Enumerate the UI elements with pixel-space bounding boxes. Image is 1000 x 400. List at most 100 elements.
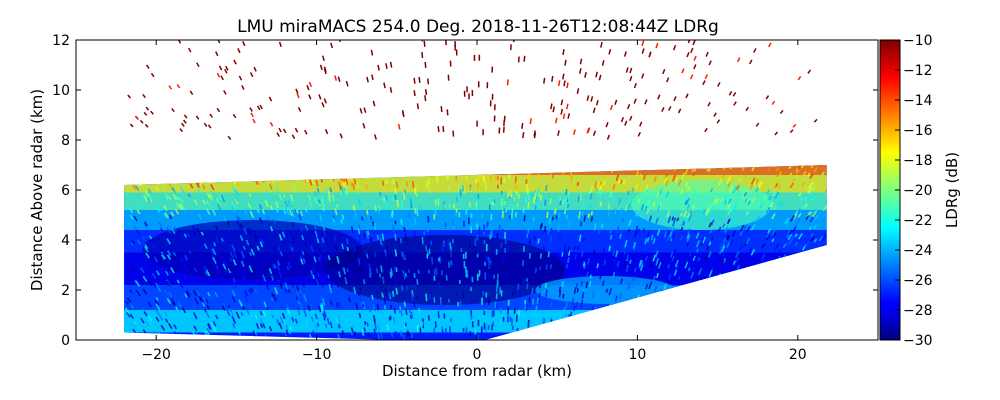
speckle <box>736 189 741 195</box>
speckle <box>537 238 540 244</box>
y-tick-label: 10 <box>52 83 70 99</box>
speckle <box>578 211 581 219</box>
speckle <box>129 313 135 320</box>
speckle <box>727 198 732 204</box>
echo-dash <box>736 57 741 63</box>
speckle <box>809 189 816 196</box>
speckle <box>147 188 152 193</box>
echo-dash <box>579 58 583 65</box>
speckle <box>286 209 290 216</box>
speckle <box>627 281 631 290</box>
speckle <box>379 237 383 245</box>
speckle <box>471 276 474 283</box>
speckle <box>350 182 354 188</box>
speckle <box>363 327 366 332</box>
speckle <box>488 257 491 264</box>
speckle <box>360 302 363 307</box>
speckle <box>289 325 293 331</box>
speckle <box>620 179 623 185</box>
speckle <box>543 246 546 252</box>
speckle <box>235 324 240 333</box>
speckle <box>777 184 782 189</box>
speckle <box>623 250 627 256</box>
speckle <box>158 309 164 316</box>
echo-dash <box>306 85 310 91</box>
echo-dash <box>601 60 605 66</box>
speckle <box>294 318 298 324</box>
speckle <box>588 190 591 194</box>
echo-dash <box>685 93 689 99</box>
speckle <box>726 241 731 248</box>
speckle <box>154 308 160 315</box>
echo-dash <box>624 120 628 126</box>
echo-dash <box>704 74 709 80</box>
speckle <box>294 209 298 215</box>
speckle <box>206 260 211 268</box>
speckle <box>433 269 436 277</box>
speckle <box>644 238 648 245</box>
speckle <box>419 327 422 333</box>
speckle <box>452 221 455 226</box>
speckle <box>773 231 777 237</box>
speckle <box>627 253 631 260</box>
speckle <box>434 199 437 207</box>
speckle <box>374 273 378 278</box>
speckle <box>395 181 399 189</box>
speckle <box>381 233 385 241</box>
speckle <box>161 254 166 260</box>
speckle <box>637 198 641 204</box>
speckle <box>515 314 518 323</box>
speckle <box>275 206 279 213</box>
echo-dash <box>728 91 733 96</box>
speckle <box>567 246 570 253</box>
x-tick-label: 20 <box>789 347 807 363</box>
speckle <box>509 244 512 250</box>
speckle <box>476 223 479 229</box>
speckle <box>249 251 253 257</box>
speckle <box>449 180 451 186</box>
echo-dash <box>641 40 645 47</box>
speckle <box>483 310 486 316</box>
speckle <box>572 184 576 190</box>
speckle <box>582 237 586 242</box>
echo-dash <box>179 128 184 133</box>
colorbar-label: LDRg (dB) <box>943 152 961 228</box>
speckle <box>468 217 470 225</box>
speckle <box>711 268 717 277</box>
speckle <box>283 193 286 198</box>
speckle <box>729 236 734 243</box>
speckle <box>314 323 319 331</box>
speckle <box>389 252 393 259</box>
speckle <box>377 323 381 331</box>
speckle <box>147 314 153 322</box>
speckle <box>193 198 198 205</box>
speckle <box>680 235 684 241</box>
speckle <box>375 267 379 274</box>
speckle <box>155 206 161 213</box>
speckle <box>504 208 506 213</box>
speckle <box>500 177 503 185</box>
speckle <box>539 253 543 259</box>
speckle <box>452 239 454 244</box>
colorbar-tick-label: −26 <box>903 273 933 289</box>
speckle <box>513 197 516 202</box>
speckle <box>186 289 191 297</box>
speckle <box>489 183 492 188</box>
speckle <box>362 255 366 261</box>
speckle <box>737 177 741 182</box>
speckle <box>425 245 428 252</box>
speckle <box>162 187 166 192</box>
echo-dash <box>552 106 555 113</box>
speckle <box>365 262 369 270</box>
speckle <box>809 210 813 216</box>
speckle <box>337 278 341 286</box>
speckle <box>167 195 173 202</box>
speckle <box>551 216 554 221</box>
speckle <box>226 309 231 317</box>
speckle <box>156 285 162 293</box>
speckle <box>205 298 209 304</box>
speckle <box>404 275 407 281</box>
speckle <box>735 257 740 263</box>
speckle <box>329 321 333 329</box>
